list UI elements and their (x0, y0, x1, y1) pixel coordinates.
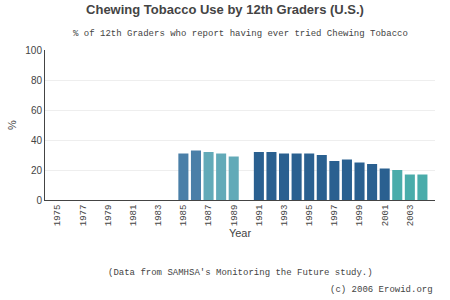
svg-text:1997: 1997 (330, 205, 340, 227)
svg-text:(c) 2006 Erowid.org: (c) 2006 Erowid.org (330, 285, 433, 295)
svg-text:2001: 2001 (381, 205, 391, 227)
svg-text:40: 40 (31, 135, 43, 146)
svg-text:1977: 1977 (79, 205, 89, 227)
svg-text:% of 12th Graders who report h: % of 12th Graders who report having ever… (73, 29, 408, 39)
svg-text:1983: 1983 (154, 205, 164, 227)
svg-text:1999: 1999 (355, 205, 365, 227)
svg-text:1987: 1987 (204, 205, 214, 227)
svg-text:%: % (6, 120, 18, 130)
svg-text:1979: 1979 (104, 205, 114, 227)
svg-text:0: 0 (36, 195, 42, 206)
svg-text:1989: 1989 (230, 205, 240, 227)
svg-text:1991: 1991 (255, 205, 265, 227)
svg-text:1993: 1993 (280, 205, 290, 227)
svg-text:2003: 2003 (406, 205, 416, 227)
svg-text:1981: 1981 (129, 205, 139, 227)
svg-text:(Data from SAMHSA's Monitoring: (Data from SAMHSA's Monitoring the Futur… (108, 268, 373, 278)
svg-text:1995: 1995 (305, 205, 315, 227)
svg-text:1985: 1985 (179, 205, 189, 227)
svg-text:100: 100 (25, 45, 42, 56)
svg-text:20: 20 (31, 165, 43, 176)
svg-text:60: 60 (31, 105, 43, 116)
svg-text:Chewing Tobacco Use by 12th Gr: Chewing Tobacco Use by 12th Graders (U.S… (86, 2, 364, 17)
svg-text:80: 80 (31, 75, 43, 86)
svg-text:1975: 1975 (54, 205, 64, 227)
svg-text:Year: Year (229, 227, 252, 239)
